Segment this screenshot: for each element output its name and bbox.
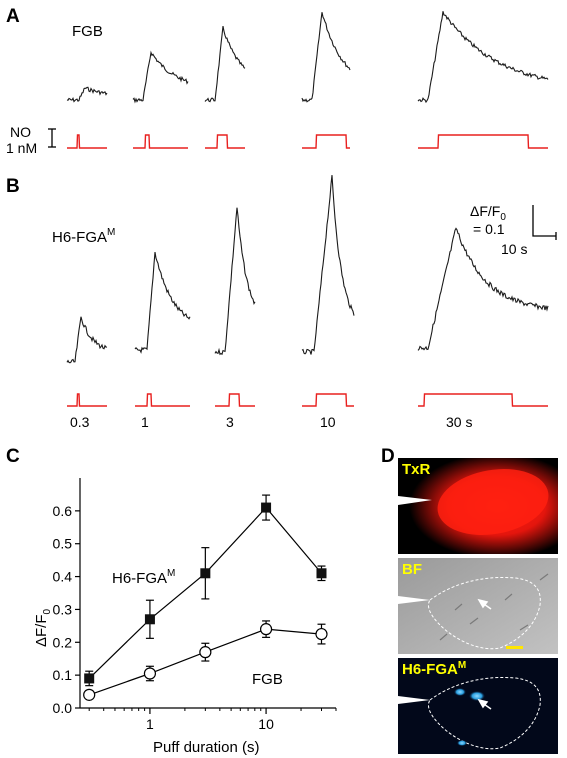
scale-y-value: = 0.1 <box>473 221 505 237</box>
panel-b-letter: B <box>6 176 20 197</box>
data-point-circle <box>199 646 212 659</box>
panel-b: B H6-FGAM ΔF/F0 = 0.1 10 s 0.3 1 3 10 30… <box>6 175 557 430</box>
no-puff-trace <box>67 134 107 149</box>
no-puff-trace <box>302 393 354 407</box>
fluorescence-trace <box>301 12 351 103</box>
y-tick-label: 0.1 <box>53 667 73 683</box>
fluorescence-trace <box>214 207 256 356</box>
no-puff-trace <box>205 134 245 149</box>
y-tick-label: 0.6 <box>53 503 73 519</box>
image-txr: TxR <box>398 458 558 554</box>
scale-x-label: 10 s <box>501 241 527 257</box>
no-puff-trace <box>418 393 548 407</box>
no-puff-trace <box>215 393 255 407</box>
data-point-square <box>261 502 272 513</box>
no-scale-label-line1: NO <box>10 124 31 140</box>
image-label-h6fgam: H6-FGAM <box>402 660 466 678</box>
scale-bar-icon <box>506 646 523 649</box>
panel-c: C 0.0 0.1 0.2 0.3 0.4 0.5 0.6 1 10 Puff duration… <box>6 446 337 756</box>
y-tick-label: 0.3 <box>53 601 73 617</box>
panel-c-letter: C <box>6 446 20 467</box>
arrow-icon <box>477 598 492 610</box>
no-puff-trace <box>133 134 188 149</box>
data-point-circle <box>315 627 328 641</box>
fluorescence-trace <box>301 175 355 355</box>
data-point-circle <box>259 623 273 636</box>
panel-d: D TxR BF <box>381 446 558 754</box>
duration-labels: 0.3 1 3 10 30 s <box>70 414 472 430</box>
image-label-txr: TxR <box>402 461 431 478</box>
scale-y-label: ΔF/F0 <box>470 203 506 223</box>
x-tick-label: 1 <box>146 716 154 732</box>
y-tick-label: 0.2 <box>53 634 73 650</box>
data-point-square <box>316 568 327 579</box>
fluorescence-trace <box>66 86 108 103</box>
pipette-icon <box>398 496 432 505</box>
x-tick-label: 10 <box>258 716 274 732</box>
x-axis-label: Puff duration (s) <box>153 739 259 756</box>
data-point-circle <box>83 688 96 701</box>
panel-a: A FGB NO 1 nM <box>6 6 549 156</box>
no-puff-trace <box>302 134 350 149</box>
series-label-h6fgam: H6-FGAM <box>112 568 175 587</box>
data-point-square <box>144 614 155 625</box>
no-puff-trace <box>135 393 190 407</box>
duration-label: 1 <box>141 414 149 430</box>
fluorescence-trace <box>132 50 189 104</box>
duration-label: 30 s <box>446 414 472 430</box>
duration-label: 3 <box>226 414 234 430</box>
duration-label: 0.3 <box>70 414 90 430</box>
no-scale-bar <box>48 128 56 148</box>
arrow-icon <box>477 698 492 710</box>
y-tick-label: 0.4 <box>53 569 73 585</box>
image-label-bf: BF <box>402 561 422 578</box>
data-point-circle <box>143 667 157 680</box>
y-axis-label: ΔF/F0 <box>33 609 53 648</box>
no-puff-trace <box>67 393 107 407</box>
panel-b-indicator-label: H6-FGAM <box>52 227 115 246</box>
image-h6fgam: H6-FGAM <box>398 658 558 754</box>
fluorescence-trace <box>417 11 549 104</box>
chart-series <box>83 494 328 701</box>
fluorescence-trace <box>417 227 549 351</box>
pipette-icon <box>398 696 430 704</box>
panel-a-letter: A <box>6 6 20 27</box>
no-scale-label-line2: 1 nM <box>6 140 37 156</box>
panel-d-letter: D <box>381 446 395 467</box>
chart-axes: 0.0 0.1 0.2 0.3 0.4 0.5 0.6 1 10 <box>53 478 337 732</box>
fluorescence-trace <box>134 252 191 354</box>
duration-label: 10 <box>320 414 336 430</box>
panel-a-traces <box>66 11 549 149</box>
series-line <box>89 628 322 696</box>
data-point-square <box>200 568 211 579</box>
fluorescence-trace <box>66 316 108 364</box>
y-tick-label: 0.0 <box>53 700 73 716</box>
pipette-icon <box>398 596 430 604</box>
data-point-square <box>84 673 95 684</box>
panel-b-traces <box>66 175 549 407</box>
y-tick-label: 0.5 <box>53 536 73 552</box>
image-bf: BF <box>398 558 558 654</box>
scale-bar-b <box>532 205 557 240</box>
no-puff-trace <box>418 134 548 149</box>
panel-a-indicator-label: FGB <box>72 23 103 40</box>
series-label-fgb: FGB <box>252 671 283 688</box>
fluorescence-trace <box>204 25 246 103</box>
